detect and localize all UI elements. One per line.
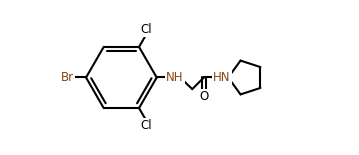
Text: HN: HN [213,71,231,84]
Text: Cl: Cl [140,119,152,132]
Text: O: O [199,90,209,103]
Text: Br: Br [61,71,74,84]
Text: Cl: Cl [140,23,152,36]
Text: NH: NH [166,71,184,84]
